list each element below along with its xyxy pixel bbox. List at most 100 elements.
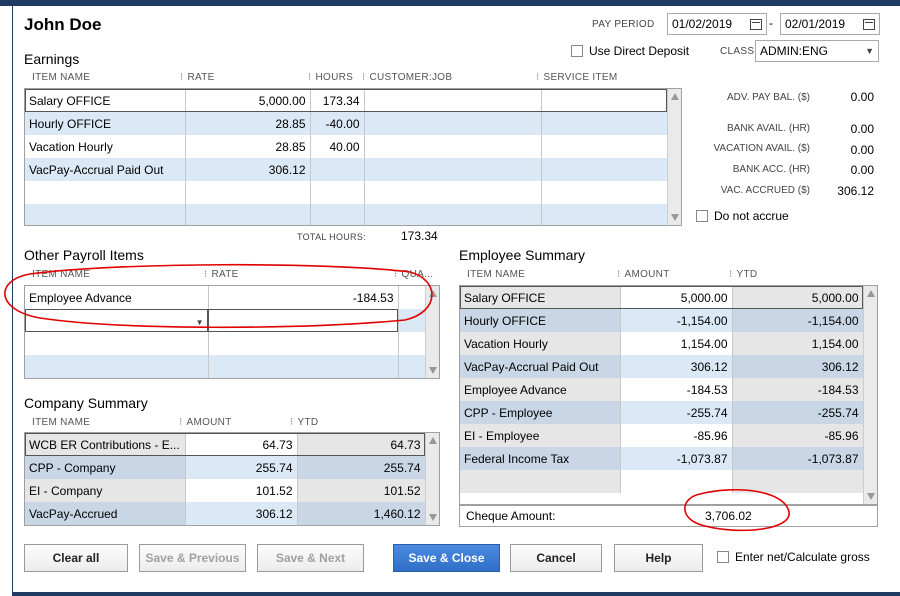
other-payroll-item[interactable]: Employee Advance bbox=[25, 286, 209, 309]
earnings-hours[interactable]: -40.00 bbox=[310, 112, 365, 135]
other-payroll-scrollbar[interactable] bbox=[425, 286, 439, 378]
window-border-left bbox=[12, 6, 13, 596]
earnings-rate[interactable]: 306.12 bbox=[185, 158, 311, 181]
earnings-item[interactable]: VacPay-Accrual Paid Out bbox=[25, 158, 186, 181]
other-payroll-qty-input[interactable] bbox=[398, 309, 426, 332]
scroll-up-icon[interactable] bbox=[429, 290, 437, 297]
cheque-amount-value: 3,706.02 bbox=[705, 509, 752, 523]
class-select[interactable]: ADMIN:ENG ▼ bbox=[755, 40, 879, 62]
total-hours-value: 173.34 bbox=[401, 229, 438, 243]
table-row[interactable] bbox=[25, 204, 668, 225]
earnings-item[interactable]: Salary OFFICE bbox=[25, 89, 186, 112]
cancel-button[interactable]: Cancel bbox=[510, 544, 602, 572]
earnings-service[interactable] bbox=[541, 204, 668, 225]
table-row[interactable]: ▼ bbox=[25, 309, 426, 332]
clear-all-button[interactable]: Clear all bbox=[24, 544, 128, 572]
other-payroll-item-select[interactable]: ▼ bbox=[25, 309, 209, 332]
earnings-service[interactable] bbox=[541, 181, 668, 204]
earnings-hours[interactable] bbox=[310, 158, 365, 181]
chevron-down-icon[interactable]: ▼ bbox=[195, 317, 204, 327]
earnings-rate[interactable]: 28.85 bbox=[185, 135, 311, 158]
earnings-customer[interactable] bbox=[364, 181, 542, 204]
table-row[interactable]: Salary OFFICE 5,000.00 173.34 bbox=[25, 89, 668, 112]
other-payroll-grid[interactable]: Employee Advance -184.53 ▼ bbox=[24, 285, 440, 379]
use-direct-deposit-checkbox[interactable]: Use Direct Deposit bbox=[571, 44, 689, 58]
calendar-icon[interactable] bbox=[750, 18, 762, 30]
help-button[interactable]: Help bbox=[614, 544, 703, 572]
earnings-service[interactable] bbox=[541, 135, 668, 158]
earnings-customer[interactable] bbox=[364, 158, 542, 181]
scroll-up-icon[interactable] bbox=[867, 290, 875, 297]
table-row[interactable] bbox=[460, 470, 864, 493]
other-payroll-rate[interactable]: -184.53 bbox=[208, 286, 399, 309]
scroll-down-icon[interactable] bbox=[867, 493, 875, 500]
table-row[interactable]: CPP - Company 255.74 255.74 bbox=[25, 456, 426, 479]
table-row[interactable]: Salary OFFICE 5,000.00 5,000.00 bbox=[460, 286, 864, 309]
earnings-customer[interactable] bbox=[364, 89, 542, 112]
table-row[interactable]: EI - Company 101.52 101.52 bbox=[25, 479, 426, 502]
table-row[interactable]: VacPay-Accrued 306.12 1,460.12 bbox=[25, 502, 426, 525]
earnings-hours[interactable] bbox=[310, 181, 365, 204]
calendar-icon[interactable] bbox=[863, 18, 875, 30]
checkbox-icon[interactable] bbox=[717, 551, 729, 563]
earnings-customer[interactable] bbox=[364, 112, 542, 135]
earnings-customer[interactable] bbox=[364, 204, 542, 225]
earnings-grid[interactable]: Salary OFFICE 5,000.00 173.34 Hourly OFF… bbox=[24, 88, 682, 226]
save-close-button[interactable]: Save & Close bbox=[393, 544, 500, 572]
table-row[interactable]: Federal Income Tax -1,073.87 -1,073.87 bbox=[460, 447, 864, 470]
employee-summary-scrollbar[interactable] bbox=[863, 286, 877, 504]
table-row[interactable] bbox=[25, 332, 426, 355]
earnings-scrollbar[interactable] bbox=[667, 89, 681, 225]
checkbox-icon[interactable] bbox=[571, 45, 583, 57]
pay-period-start-field[interactable]: 01/02/2019 bbox=[667, 13, 767, 35]
table-row[interactable] bbox=[25, 181, 668, 204]
earnings-customer[interactable] bbox=[364, 135, 542, 158]
earnings-hours[interactable]: 173.34 bbox=[310, 89, 365, 112]
table-row[interactable]: Vacation Hourly 28.85 40.00 bbox=[25, 135, 668, 158]
table-row[interactable]: CPP - Employee -255.74 -255.74 bbox=[460, 401, 864, 424]
earnings-item[interactable] bbox=[25, 181, 186, 204]
checkbox-icon[interactable] bbox=[696, 210, 708, 222]
table-row[interactable]: WCB ER Contributions - E... 64.73 64.73 bbox=[25, 433, 426, 456]
scroll-down-icon[interactable] bbox=[429, 367, 437, 374]
earnings-rate[interactable]: 5,000.00 bbox=[185, 89, 311, 112]
scroll-up-icon[interactable] bbox=[671, 93, 679, 100]
company-summary-scrollbar[interactable] bbox=[425, 433, 439, 525]
table-row[interactable]: VacPay-Accrual Paid Out 306.12 bbox=[25, 158, 668, 181]
scroll-up-icon[interactable] bbox=[429, 437, 437, 444]
table-row[interactable]: EI - Employee -85.96 -85.96 bbox=[460, 424, 864, 447]
table-row[interactable] bbox=[25, 355, 426, 378]
enter-net-checkbox[interactable]: Enter net/Calculate gross bbox=[717, 550, 870, 564]
earnings-service[interactable] bbox=[541, 112, 668, 135]
scroll-down-icon[interactable] bbox=[429, 514, 437, 521]
earnings-item[interactable]: Hourly OFFICE bbox=[25, 112, 186, 135]
earnings-rate[interactable] bbox=[185, 181, 311, 204]
employee-summary-column-headers: ITEM NAME ⁝ AMOUNT ⁝ YTD bbox=[459, 269, 879, 283]
earnings-item[interactable]: Vacation Hourly bbox=[25, 135, 186, 158]
employee-summary-grid[interactable]: Salary OFFICE 5,000.00 5,000.00 Hourly O… bbox=[459, 285, 878, 505]
table-row[interactable]: Vacation Hourly 1,154.00 1,154.00 bbox=[460, 332, 864, 355]
pay-period-end-field[interactable]: 02/01/2019 bbox=[780, 13, 880, 35]
table-row[interactable]: Hourly OFFICE -1,154.00 -1,154.00 bbox=[460, 309, 864, 332]
earnings-service[interactable] bbox=[541, 89, 668, 112]
table-row[interactable]: Employee Advance -184.53 -184.53 bbox=[460, 378, 864, 401]
company-summary-grid[interactable]: WCB ER Contributions - E... 64.73 64.73 … bbox=[24, 432, 440, 526]
earnings-rate[interactable] bbox=[185, 204, 311, 225]
other-payroll-qty[interactable] bbox=[398, 286, 426, 309]
other-payroll-rate-input[interactable] bbox=[208, 309, 399, 332]
earnings-item[interactable] bbox=[25, 204, 186, 225]
earnings-rate[interactable]: 28.85 bbox=[185, 112, 311, 135]
employee-amount: -184.53 bbox=[620, 378, 733, 401]
earnings-service[interactable] bbox=[541, 158, 668, 181]
company-amount: 64.73 bbox=[185, 433, 298, 456]
table-row[interactable]: Employee Advance -184.53 bbox=[25, 286, 426, 309]
earnings-hours[interactable]: 40.00 bbox=[310, 135, 365, 158]
do-not-accrue-checkbox[interactable]: Do not accrue bbox=[696, 209, 789, 223]
table-row[interactable]: Hourly OFFICE 28.85 -40.00 bbox=[25, 112, 668, 135]
earnings-hours[interactable] bbox=[310, 204, 365, 225]
save-next-button[interactable]: Save & Next bbox=[257, 544, 364, 572]
total-hours-label: TOTAL HOURS: bbox=[297, 232, 366, 242]
scroll-down-icon[interactable] bbox=[671, 214, 679, 221]
table-row[interactable]: VacPay-Accrual Paid Out 306.12 306.12 bbox=[460, 355, 864, 378]
save-previous-button[interactable]: Save & Previous bbox=[139, 544, 246, 572]
